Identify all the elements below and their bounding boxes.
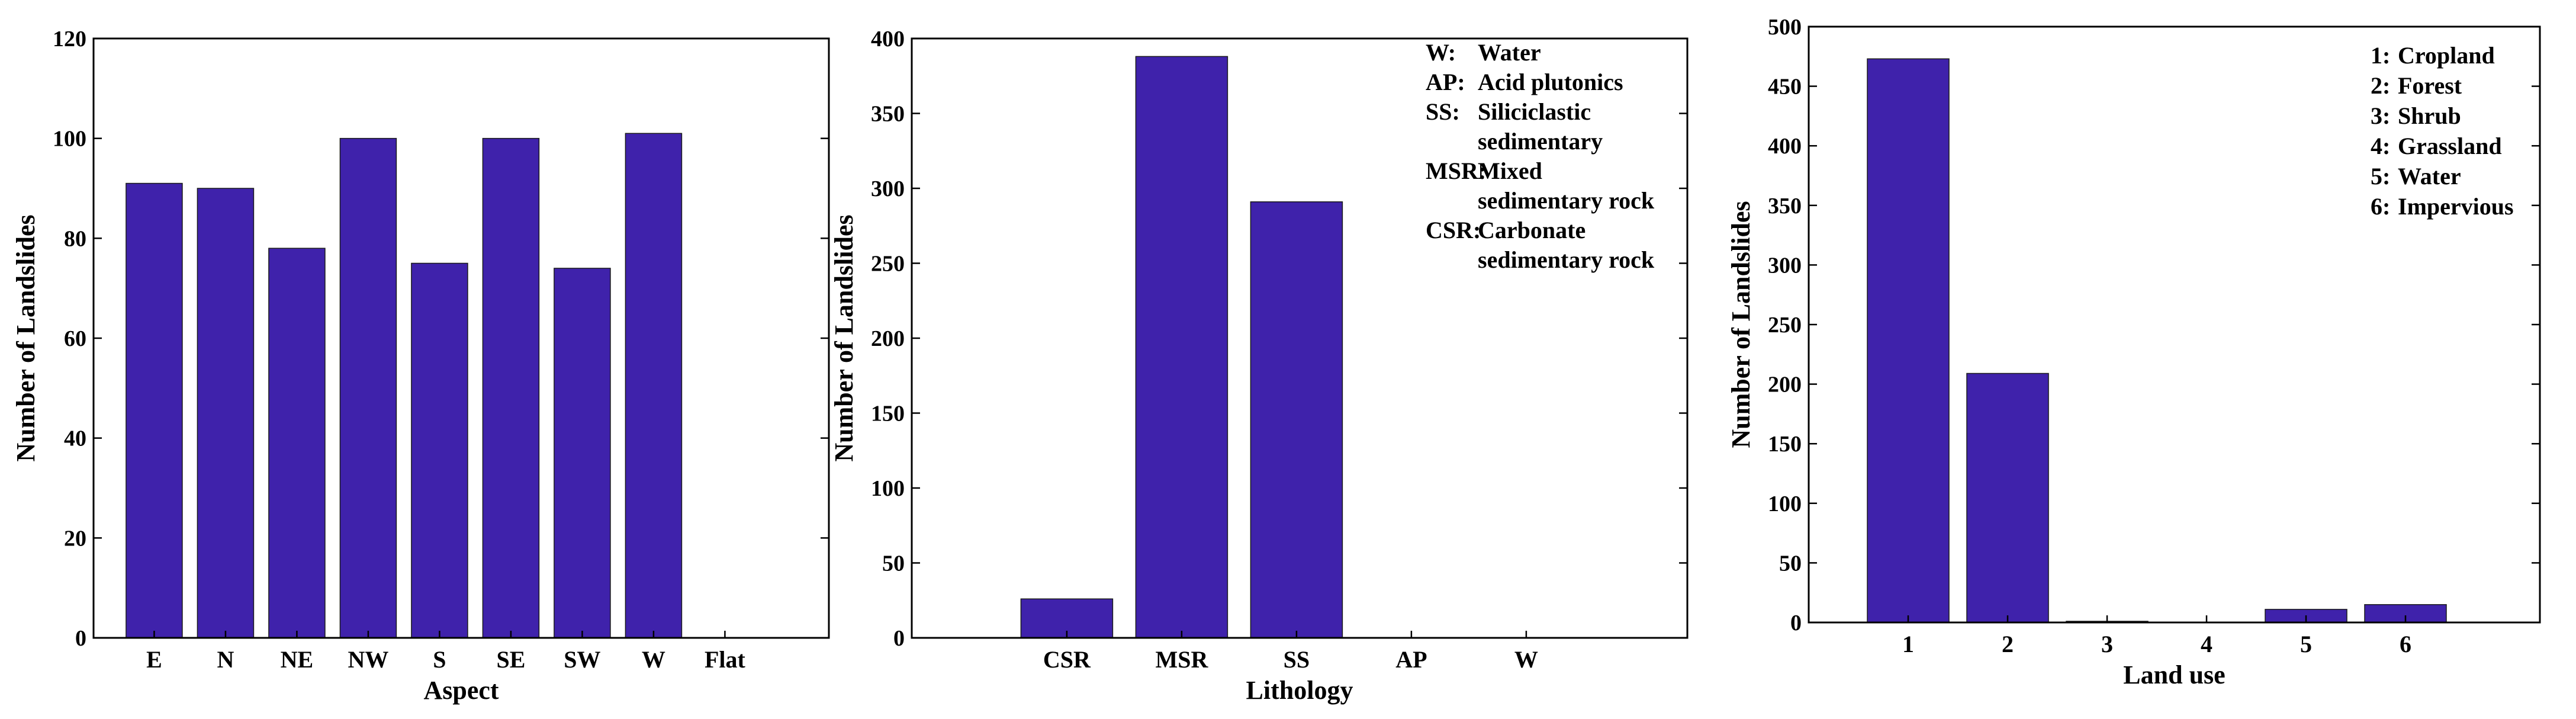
y-tick-label: 80 — [64, 226, 86, 251]
legend-text: Forest — [2398, 72, 2462, 99]
legend-key: 6: — [2371, 193, 2390, 220]
bar — [482, 137, 540, 638]
y-axis-label: Number of Landslides — [11, 214, 40, 461]
y-tick-label: 100 — [53, 127, 86, 152]
bar — [1250, 201, 1343, 638]
bar — [1867, 58, 1950, 623]
x-tick-label: 2 — [2002, 631, 2014, 657]
y-tick-label: 60 — [64, 326, 86, 351]
x-tick-label: Flat — [705, 646, 746, 673]
y-tick-label: 400 — [871, 27, 905, 52]
legend-key: 4: — [2371, 133, 2390, 159]
legend-key: MSR: — [1426, 158, 1486, 184]
y-tick-label: 150 — [871, 402, 905, 426]
legend-key: AP: — [1426, 69, 1465, 95]
legend-text: Cropland — [2398, 42, 2495, 69]
y-tick-label: 100 — [871, 476, 905, 501]
bar — [625, 133, 683, 638]
y-tick-label: 40 — [64, 426, 86, 451]
legend-text: Water — [1478, 39, 1541, 66]
legend-text: Grassland — [2398, 133, 2502, 159]
x-tick-label: 3 — [2101, 631, 2113, 657]
y-tick-label: 0 — [893, 626, 905, 651]
y-tick-label: 400 — [1768, 134, 1802, 159]
y-tick-label: 350 — [1768, 194, 1802, 219]
legend-text: Acid plutonics — [1478, 69, 1623, 95]
y-tick-label: 250 — [871, 252, 905, 277]
bar — [268, 248, 326, 638]
legend-text: sedimentary rock — [1478, 246, 1655, 273]
x-tick-label: 5 — [2300, 631, 2312, 657]
legend-key: SS: — [1426, 98, 1460, 125]
legend-key: 1: — [2371, 42, 2390, 69]
y-tick-label: 20 — [64, 526, 86, 551]
chart-panel-3: 0 50 100 150 200 250 300 350 400 450 500 1 2 3 4 5 6 Land… — [1726, 15, 2541, 689]
x-tick-label: SW — [564, 646, 600, 673]
x-tick-label: 4 — [2201, 631, 2212, 657]
bar — [197, 188, 255, 638]
legend-text: Shrub — [2398, 102, 2461, 129]
legend-key: W: — [1426, 39, 1456, 66]
x-tick-label: 1 — [1902, 631, 1914, 657]
legend-text: Impervious — [2398, 193, 2514, 220]
legend: W: Water AP: Acid plutonics SS: Siliciclastic… — [1426, 39, 1655, 273]
x-tick-label: NE — [281, 646, 314, 673]
x-tick-label: 6 — [2400, 631, 2411, 657]
y-tick-label: 0 — [1790, 611, 1802, 635]
legend-key: 5: — [2371, 163, 2390, 190]
x-axis-label: Lithology — [1246, 676, 1353, 705]
legend-text: Mixed — [1478, 158, 1542, 184]
bar — [554, 268, 611, 638]
bar — [411, 262, 468, 638]
y-tick-label: 450 — [1768, 75, 1802, 99]
bar — [126, 182, 183, 638]
x-axis-label: Aspect — [423, 676, 499, 705]
y-axis-label: Number of Landslides — [1726, 201, 1755, 448]
y-tick-label: 500 — [1768, 15, 1802, 40]
legend-key: 3: — [2371, 102, 2390, 129]
y-tick-label: 100 — [1768, 492, 1802, 516]
y-tick-label: 200 — [1768, 373, 1802, 397]
chart-panel-1: 0 20 40 60 80 100 120 E N NE NW S SE SW W Flat Aspect Num… — [11, 27, 830, 705]
y-tick-label: 350 — [871, 102, 905, 127]
x-tick-label: N — [217, 646, 234, 673]
y-tick-label: 200 — [871, 326, 905, 351]
bar — [1135, 56, 1228, 638]
y-axis-label: Number of Landslides — [829, 214, 858, 461]
x-tick-label: W — [642, 646, 665, 673]
y-tick-label: 300 — [871, 176, 905, 201]
y-tick-label: 0 — [75, 626, 86, 651]
legend-text: Water — [2398, 163, 2461, 190]
x-tick-label: SS — [1284, 646, 1310, 673]
legend-text: sedimentary — [1478, 128, 1603, 155]
x-tick-label: CSR — [1043, 646, 1091, 673]
x-tick-label: MSR — [1155, 646, 1208, 673]
x-tick-label: NW — [348, 646, 388, 673]
x-tick-label: AP — [1395, 646, 1427, 673]
y-tick-label: 50 — [1779, 551, 1802, 576]
y-tick-label: 300 — [1768, 253, 1802, 278]
x-axis-label: Land use — [2123, 660, 2225, 689]
x-tick-label: S — [433, 646, 446, 673]
x-tick-label: W — [1514, 646, 1538, 673]
y-tick-label: 250 — [1768, 313, 1802, 338]
chart-panel-2: 0 50 100 150 200 250 300 350 400 CSR MSR SS AP W Litho… — [829, 27, 1689, 705]
y-tick-label: 150 — [1768, 432, 1802, 457]
y-tick-label: 120 — [53, 27, 86, 52]
legend-key: 2: — [2371, 72, 2390, 99]
bar — [1966, 373, 2049, 623]
x-tick-label: E — [146, 646, 162, 673]
legend-text: sedimentary rock — [1478, 187, 1655, 214]
bar — [339, 137, 397, 638]
x-tick-label: SE — [496, 646, 525, 673]
legend-text: Carbonate — [1478, 217, 1586, 243]
legend-key: CSR: — [1426, 217, 1481, 243]
y-tick-label: 50 — [882, 551, 905, 576]
legend-text: Siliciclastic — [1478, 98, 1591, 125]
legend: 1: Cropland 2: Forest 3: Shrub 4: Grassland 5: Wa… — [2371, 42, 2514, 220]
